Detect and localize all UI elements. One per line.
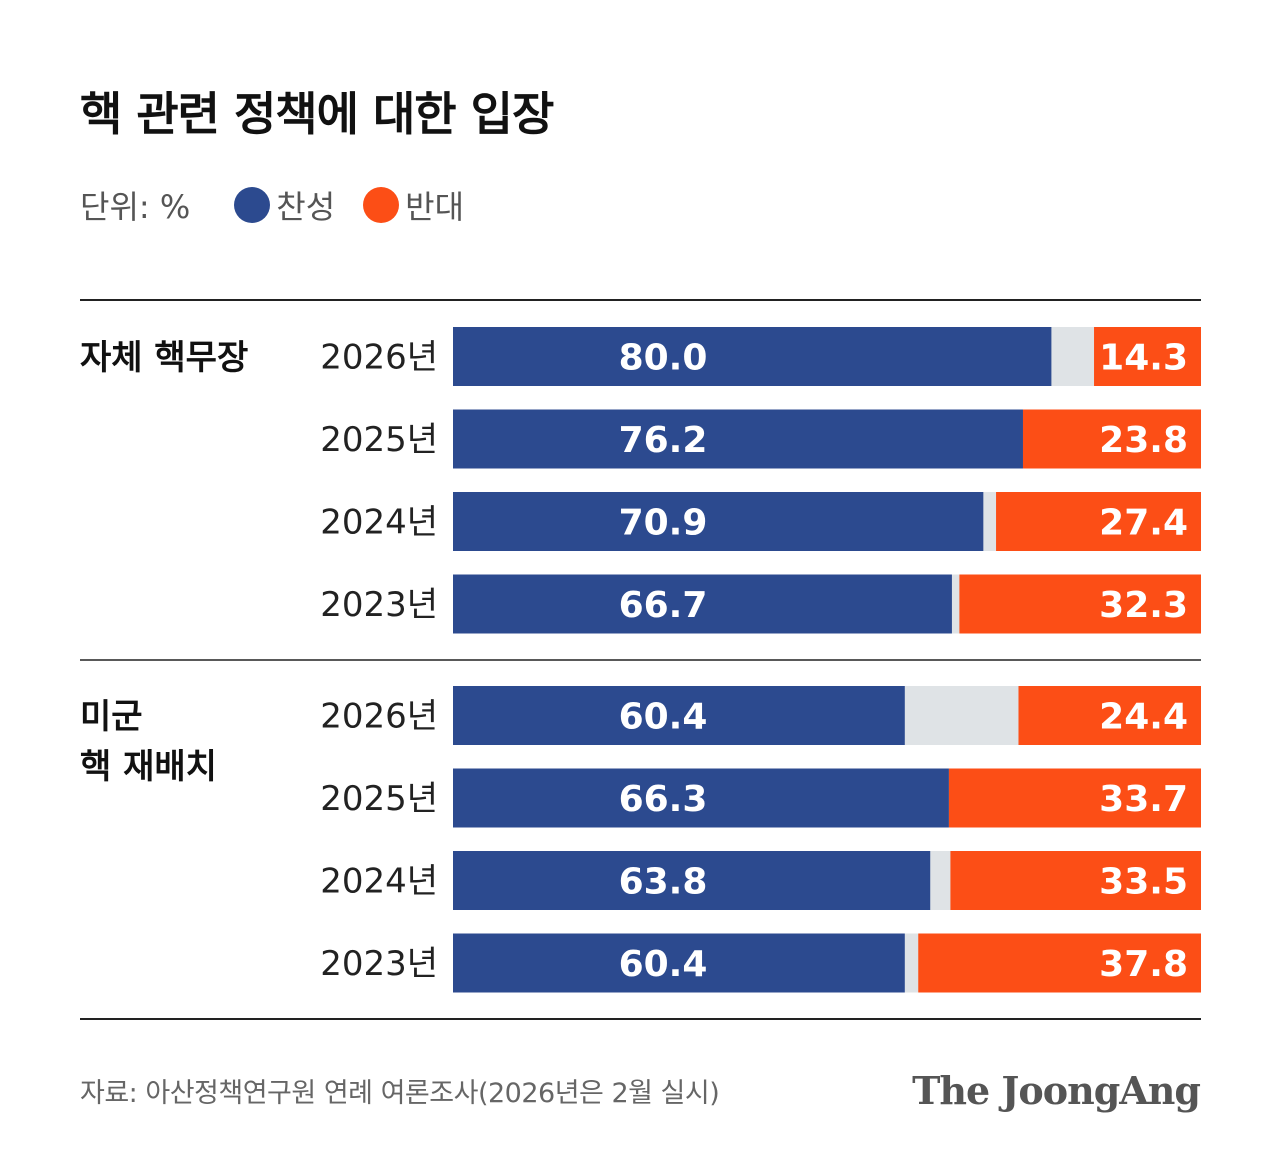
oppose-value-label: 33.7 [1099,779,1188,820]
source-note: 자료: 아산정책연구원 연례 여론조사(2026년은 2월 실시) [80,1077,720,1109]
bar-agree [453,851,931,910]
agree-value-label: 80.0 [619,338,708,379]
bar-oppose [1094,327,1201,386]
year-label: 2026년 [320,338,438,378]
oppose-value-label: 32.3 [1099,585,1188,626]
oppose-swatch-icon [363,187,400,223]
year-label: 2026년 [320,697,438,737]
oppose-value-label: 23.8 [1099,420,1188,461]
agree-value-label: 60.4 [619,944,708,985]
chart-title: 핵 관련 정책에 대한 입장 [80,87,554,141]
bar-oppose [948,768,1201,828]
legend-item-agree: 찬성 [234,182,335,228]
year-label: 2025년 [320,420,438,460]
footer: 자료: 아산정책연구원 연례 여론조사(2026년은 2월 실시) The Jo… [80,1065,1201,1115]
agree-value-label: 66.7 [619,585,708,626]
bar-agree [453,492,984,551]
bar-oppose [950,851,1201,910]
agree-value-label: 70.9 [619,503,708,544]
bar-agree [453,409,1023,469]
oppose-value-label: 33.5 [1099,862,1188,903]
bar-agree [453,686,905,745]
group-label: 미군 핵 재배치 [80,697,217,787]
agree-swatch-icon [234,187,271,223]
oppose-value-label: 24.4 [1099,697,1188,738]
bar-agree [453,327,1052,386]
publisher-logo: The JoongAng [912,1067,1201,1113]
legend-label-agree: 찬성 [276,188,336,226]
year-label: 2024년 [320,503,438,543]
bar-agree [453,574,952,634]
year-label: 2025년 [320,779,438,819]
oppose-value-label: 37.8 [1099,944,1188,985]
stacked-bar-chart: 자체 핵무장 2026년 80.0 14.3 2025년 76.2 23.8 2024년 70.… [80,299,1201,1020]
agree-value-label: 66.3 [619,779,708,820]
agree-value-label: 60.4 [619,697,708,738]
unit-label: 단위: % [80,188,191,226]
oppose-value-label: 14.3 [1099,338,1188,379]
bar-oppose [1018,686,1201,745]
bar-oppose [959,574,1201,634]
legend-label-oppose: 반대 [405,188,465,226]
bar-agree [453,768,949,828]
oppose-value-label: 27.4 [1099,503,1188,544]
group-label: 자체 핵무장 [80,338,248,378]
bar-oppose [1022,409,1201,469]
legend: 단위: % 찬성 반대 [80,180,492,230]
year-label: 2024년 [320,862,438,902]
agree-value-label: 76.2 [619,420,708,461]
bar-oppose [996,492,1201,551]
agree-value-label: 63.8 [619,862,708,903]
bar-agree [453,933,905,993]
year-label: 2023년 [320,585,438,625]
legend-item-oppose: 반대 [363,182,464,228]
year-label: 2023년 [320,944,438,984]
bar-oppose [918,933,1201,993]
